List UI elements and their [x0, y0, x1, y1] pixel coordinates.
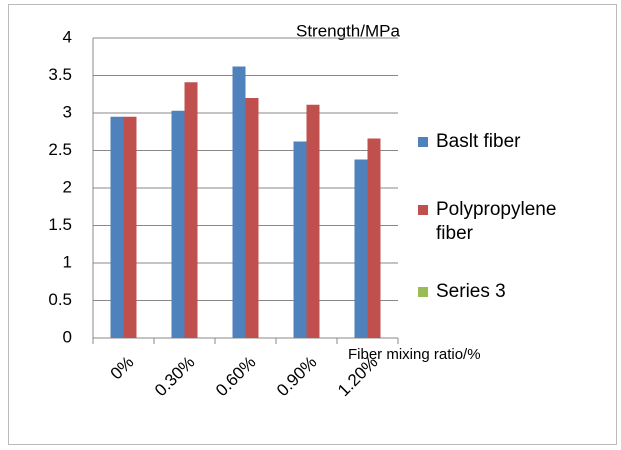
- x-tick-label: 0%: [107, 353, 138, 384]
- legend-item: Series 3: [418, 280, 608, 304]
- legend-swatch: [418, 205, 428, 215]
- y-tick-label: 0.5: [48, 290, 72, 309]
- legend-label: Polypropylene fiber: [436, 199, 557, 244]
- legend-swatch: [418, 137, 428, 147]
- y-tick-label: 1.5: [48, 215, 72, 234]
- legend-item: Polypropylene fiber: [418, 198, 608, 246]
- bar: [232, 66, 246, 338]
- bar: [245, 98, 259, 338]
- y-tick-label: 4: [63, 27, 72, 46]
- x-axis-label: Fiber mixing ratio/%: [348, 346, 481, 363]
- legend-label: Series 3: [436, 281, 506, 302]
- x-tick-label: 0.60%: [212, 353, 260, 401]
- bar: [123, 116, 137, 338]
- y-tick-label: 0: [63, 327, 72, 346]
- legend-label: Baslt fiber: [436, 131, 521, 152]
- bar: [110, 116, 124, 338]
- bar: [354, 159, 368, 338]
- y-tick-label: 3.5: [48, 65, 72, 84]
- bar: [367, 138, 381, 338]
- x-tick-label: 0.90%: [273, 353, 321, 401]
- x-tick-label: 0.30%: [151, 353, 199, 401]
- bar: [306, 104, 320, 338]
- y-tick-label: 3: [63, 102, 72, 121]
- bar: [184, 82, 198, 338]
- legend-item: Baslt fiber: [418, 130, 608, 154]
- chart-title: Strength/MPa: [296, 21, 400, 40]
- chart-frame: [8, 4, 617, 445]
- y-tick-label: 2: [63, 177, 72, 196]
- bar: [171, 110, 185, 338]
- y-tick-label: 2.5: [48, 140, 72, 159]
- legend-swatch: [418, 287, 428, 297]
- y-tick-label: 1: [63, 252, 72, 271]
- bar: [293, 141, 307, 338]
